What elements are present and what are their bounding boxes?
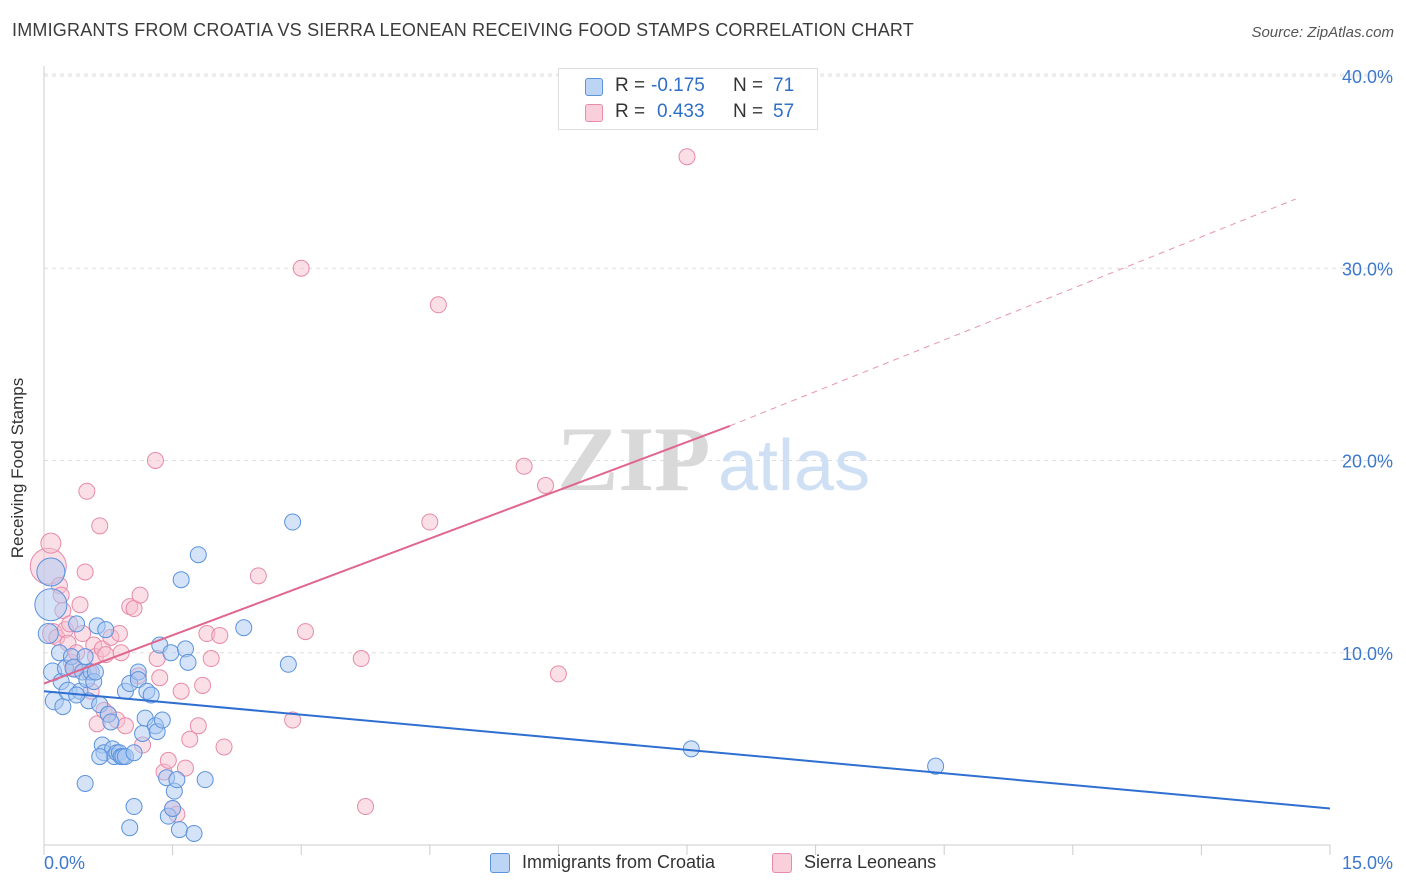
croatia-point (927, 757, 945, 775)
sierra-leonean-point (352, 650, 370, 668)
croatia-trend-line (43, 690, 1331, 810)
croatia-point (235, 619, 253, 637)
y-axis-label: Receiving Food Stamps (8, 377, 27, 559)
croatia-point (164, 799, 182, 817)
sierra-trend-line (43, 424, 731, 685)
croatia-point (162, 644, 180, 662)
sierra-leonean-point (249, 567, 267, 585)
croatia-point (76, 774, 94, 792)
chart-title: IMMIGRANTS FROM CROATIA VS SIERRA LEONEA… (12, 20, 914, 40)
sierra-leonean-point (181, 730, 199, 748)
sierra-leonean-point (202, 650, 220, 668)
sierra-leonean-point (76, 563, 94, 581)
sierra-leonean-point (537, 476, 555, 494)
y-tick-label: 10.0% (1342, 644, 1393, 664)
croatia-point (196, 771, 214, 789)
croatia-point (284, 513, 302, 531)
sierra-leonean-point (194, 676, 212, 694)
croatia-point (97, 621, 115, 639)
croatia-point (125, 798, 143, 816)
sierra-leonean-point (515, 457, 533, 475)
n-label: N = (733, 75, 764, 96)
croatia-point (91, 748, 109, 766)
sierra-leonean-point (421, 513, 439, 531)
legend-swatch-pink (772, 853, 792, 873)
sierra-leonean-point (189, 717, 207, 735)
n-value: 57 (773, 101, 795, 122)
croatia-point (142, 686, 160, 704)
croatia-point (125, 744, 143, 762)
sierra-leonean-point (678, 148, 696, 166)
croatia-point (102, 713, 120, 731)
croatia-point (172, 571, 190, 589)
watermark-atlas: atlas (718, 426, 870, 506)
r-value: 0.433 (657, 101, 705, 122)
sierra-leonean-point (429, 296, 447, 314)
croatia-point (170, 821, 188, 839)
croatia-point (76, 648, 94, 666)
sierra-leonean-point (211, 626, 229, 644)
n-value: 71 (773, 75, 795, 96)
croatia-point (34, 588, 68, 622)
croatia-point (168, 771, 186, 789)
r-label: R = (615, 75, 646, 96)
y-tick-label: 30.0% (1342, 259, 1393, 279)
croatia-point (36, 557, 66, 587)
sierra-leonean-point (131, 586, 149, 604)
sierra-leonean-point (172, 682, 190, 700)
sierra-leonean-point (78, 482, 96, 500)
sierra-leonean-point (91, 517, 109, 535)
sierra-leonean-point (159, 751, 177, 769)
r-value: -0.175 (651, 75, 705, 96)
sierra-trend-extension (729, 198, 1296, 427)
r-label: R = (615, 101, 646, 122)
croatia-point (185, 824, 203, 842)
sierra-leonean-point (357, 798, 374, 816)
x-tick-label-min: 0.0% (44, 853, 85, 873)
y-tick-label: 40.0% (1342, 67, 1393, 87)
croatia-point (179, 653, 197, 671)
sierra-leonean-point (71, 596, 89, 614)
sierra-leonean-point (176, 759, 194, 777)
correlation-legend: R = -0.175 N = 71 R = 0.433 N = 57 (558, 68, 818, 130)
croatia-point (129, 671, 147, 689)
sierra-leonean-point (116, 717, 134, 735)
source-label: Source: ZipAtlas.com (1251, 24, 1394, 41)
legend-label-sierra: Sierra Leoneans (804, 852, 937, 872)
legend-swatch-blue (490, 853, 510, 873)
croatia-point (279, 655, 297, 673)
legend-label-croatia: Immigrants from Croatia (522, 852, 716, 872)
x-tick-label-max: 15.0% (1342, 853, 1393, 873)
croatia-point (189, 546, 207, 564)
sierra-leonean-point (215, 738, 233, 756)
sierra-leonean-point (292, 259, 310, 277)
sierra-leonean-point (284, 711, 302, 729)
sierra-leonean-point (151, 669, 169, 687)
sierra-leonean-point (146, 452, 164, 469)
croatia-point (68, 615, 86, 633)
croatia-point (37, 623, 59, 645)
legend-swatch-pink (585, 104, 603, 122)
watermark-zip: ZIP (557, 408, 710, 510)
croatia-point (54, 698, 72, 716)
croatia-point (153, 711, 171, 729)
sierra-leonean-point (40, 532, 62, 554)
n-label: N = (733, 101, 764, 122)
legend-swatch-blue (585, 78, 603, 96)
sierra-leonean-point (296, 623, 314, 641)
sierra-leonean-point (549, 665, 567, 683)
croatia-point (121, 819, 139, 837)
y-tick-label: 20.0% (1342, 452, 1393, 472)
